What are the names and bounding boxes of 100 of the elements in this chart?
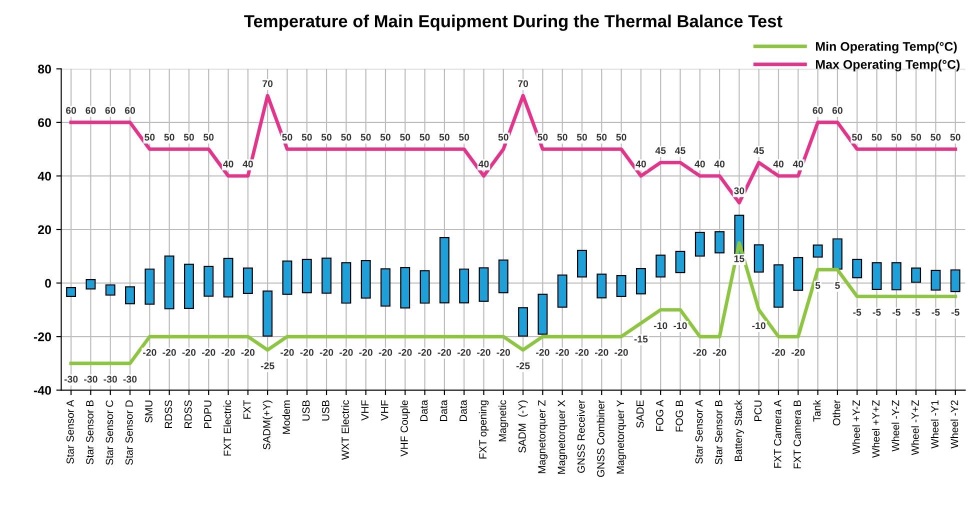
data-label: 50 [498, 134, 508, 141]
data-label: -20 [772, 348, 786, 356]
legend-label: Min Operating Temp(°C) [816, 42, 957, 54]
x-tick-label: Magnetorquer Y [616, 400, 626, 474]
x-tick-label: SADM (-Y) [518, 400, 528, 453]
bar [538, 294, 548, 335]
x-tick-label: Star Sensor B [714, 400, 722, 464]
x-tick-label: Battery Stack [734, 400, 744, 461]
x-tick-label: Wheel +Y+Z [872, 400, 880, 458]
x-tick-label: PDPU [204, 400, 212, 428]
data-label: -5 [872, 308, 881, 316]
x-tick-label: FXT Camera A [774, 400, 782, 468]
x-tick-label: Star Sensor B [86, 400, 94, 464]
bar [911, 268, 922, 283]
x-tick-label: WXT Electric [341, 400, 349, 460]
y-tick-label: 40 [38, 172, 52, 181]
bar [930, 270, 941, 291]
data-label: -20 [536, 348, 550, 356]
data-label: 15 [734, 255, 744, 262]
data-label: -20 [693, 348, 707, 356]
data-label: 5 [835, 282, 840, 289]
data-label: 50 [400, 134, 410, 141]
data-label: -20 [320, 348, 334, 356]
data-label: 50 [282, 134, 292, 141]
x-tick-label: USB [322, 400, 330, 420]
x-tick-label: Star Sensor A [695, 400, 703, 464]
data-label: 50 [439, 134, 450, 141]
y-tick-label: 60 [38, 118, 52, 128]
data-label: 60 [812, 107, 823, 114]
data-label: 30 [734, 187, 744, 194]
bar [380, 268, 390, 307]
data-label: 40 [792, 160, 804, 168]
bar [656, 254, 666, 278]
y-tick-label: -20 [34, 332, 52, 342]
x-tick-label: FXT Electric [223, 400, 232, 456]
data-label: 50 [164, 134, 174, 141]
data-label: 50 [557, 134, 568, 141]
bar [223, 258, 234, 298]
bar [714, 231, 725, 254]
data-label: -20 [143, 348, 156, 356]
data-label: 50 [420, 134, 430, 141]
data-label: -25 [260, 362, 274, 370]
bar [184, 264, 194, 310]
data-label: 40 [242, 160, 253, 168]
bar [322, 258, 332, 294]
data-label: -30 [123, 376, 137, 383]
bar [498, 259, 508, 294]
data-label: 50 [891, 134, 902, 141]
bar [832, 238, 842, 270]
data-label: 50 [321, 134, 332, 141]
x-tick-label: RDSS [184, 400, 192, 428]
data-label: -20 [280, 348, 294, 356]
bar [66, 287, 76, 297]
data-label: 40 [773, 160, 784, 168]
x-tick-label: SADE [636, 400, 644, 428]
data-label: -30 [64, 376, 78, 383]
bar [164, 255, 174, 310]
data-label: -25 [516, 362, 530, 370]
bar [144, 268, 155, 305]
data-label: 40 [223, 160, 234, 168]
bar [596, 274, 607, 298]
x-tick-label: USB [302, 400, 310, 420]
data-label: 50 [538, 134, 548, 141]
data-label: -5 [912, 308, 920, 316]
x-tick-label: Wheel -Y1 [930, 400, 939, 448]
data-label: -20 [614, 348, 628, 356]
y-tick-label: -40 [34, 386, 52, 395]
data-label: 50 [360, 134, 371, 141]
x-tick-label: VHF [361, 400, 369, 421]
bar [518, 307, 528, 337]
x-tick-label: VHF [381, 400, 388, 421]
data-label: -20 [496, 348, 510, 356]
x-tick-label: Data [460, 400, 467, 422]
x-tick-label: FOG B [676, 400, 684, 432]
data-label: -20 [340, 348, 353, 356]
data-label: -20 [477, 348, 490, 356]
x-tick-label: RDSS [164, 400, 172, 428]
bar [478, 267, 489, 302]
data-label: -30 [104, 376, 117, 383]
legend-label: Max Operating Temp(°C) [816, 60, 960, 72]
bar [302, 258, 312, 294]
data-label: -5 [853, 308, 862, 316]
data-label: 40 [636, 160, 646, 168]
data-label: 40 [714, 160, 725, 168]
data-label: 50 [458, 134, 470, 141]
data-label: -20 [300, 348, 314, 356]
bar [774, 264, 784, 308]
y-tick-label: 20 [38, 225, 52, 234]
bar [400, 266, 410, 309]
x-tick-label: Other [832, 400, 840, 426]
x-tick-label: GNSS Combiner [596, 400, 604, 477]
data-label: -20 [595, 348, 608, 356]
x-tick-label: Star Sensor A [66, 400, 74, 464]
data-label: -20 [222, 348, 235, 356]
x-tick-label: Tank [812, 400, 821, 422]
data-label: -20 [575, 348, 589, 356]
data-label: 50 [576, 134, 588, 141]
data-label: -20 [359, 348, 372, 356]
data-label: 50 [204, 134, 214, 141]
x-tick-label: Magnetic [498, 400, 508, 442]
